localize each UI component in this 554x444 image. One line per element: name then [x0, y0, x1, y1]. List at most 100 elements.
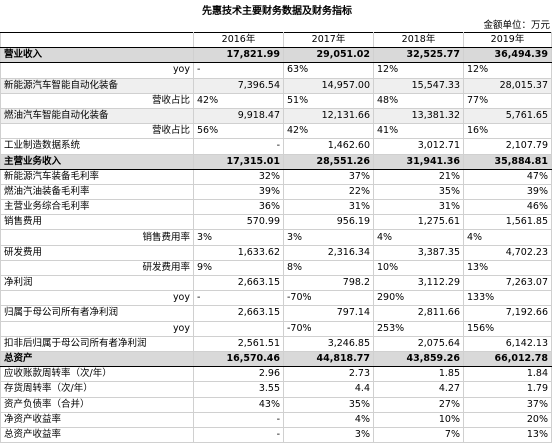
row-label: 主营业务收入 [0, 153, 194, 170]
row-label: 销售费用率 [0, 229, 194, 246]
cell: 29,051.02 [283, 47, 374, 64]
cell: 3,387.35 [373, 244, 464, 261]
cell: 2.96 [193, 366, 284, 383]
cell: 10% [373, 259, 464, 277]
cell: - [193, 62, 284, 79]
row-label: 总资产 [0, 350, 194, 368]
cell: 2,107.79 [463, 138, 552, 155]
table-row: 总资产 16,570.46 44,818.77 43,859.26 66,012.78 [0, 350, 552, 368]
cell: 31,941.36 [373, 153, 464, 170]
cell: 6,142.13 [463, 335, 552, 352]
unit: 金额单位：万元 [483, 20, 550, 31]
cell: 51% [283, 92, 374, 109]
table-row: 工业制造数据系统 -1,462.60 3,012.71 2,107.79 [0, 138, 552, 155]
table-row: 营收占比 42% 51% 48% 77% [0, 92, 552, 109]
cell: 798.2 [283, 274, 374, 292]
row-label: 营收占比 [0, 123, 194, 140]
cell: 7% [373, 426, 464, 444]
cell: 3.55 [193, 381, 284, 398]
cell: 43% [193, 396, 284, 413]
cell: 37% [463, 396, 552, 413]
row-label: 营业收入 [0, 47, 194, 64]
cell: 12% [373, 62, 464, 79]
table-row: 新能源汽车智能自动化装备 7,396.54 14,957.00 15,547.33 28… [0, 77, 552, 94]
table-row: yoy - -70% 290% 133% [0, 290, 552, 307]
cell: 1,633.62 [193, 244, 284, 261]
table-row: 资产负债率（合并） 43% 35% 27% 37% [0, 396, 552, 413]
row-label: 新能源汽车装备毛利率 [0, 168, 194, 185]
cell: 797.14 [283, 305, 374, 322]
table-row: 营业收入 17,821.99 29,051.02 32,525.77 36,494.39 [0, 47, 552, 64]
cell: 1,561.85 [463, 214, 552, 231]
cell: 3,246.85 [283, 335, 374, 352]
cell: 1,462.60 [283, 138, 374, 155]
row-label: 归属于母公司所有者净利润 [0, 305, 194, 322]
row-label: 存货周转率（次/年） [0, 381, 194, 398]
cell: 15,547.33 [373, 77, 464, 94]
table-row: 应收账款周转率（次/年） 2.96 2.73 1.85 1.84 [0, 366, 552, 383]
cell: 9,918.47 [193, 107, 284, 125]
row-label: 总资产收益率 [0, 426, 194, 444]
cell: 1.79 [463, 381, 552, 398]
cell: 16,570.46 [193, 350, 284, 368]
row-label: 主营业务综合毛利率 [0, 199, 194, 216]
row-label: 资产负债率（合并） [0, 396, 194, 413]
cell: 13,381.32 [373, 107, 464, 125]
table-row: 存货周转率（次/年） 3.55 4.4 4.27 1.79 [0, 381, 552, 398]
cell: 32% [193, 168, 284, 185]
table-row: yoy -70% 253% 156% [0, 320, 552, 337]
financial-table: 2016年 2017年 2018年 2019年 营业收入 17,821.99 29,051… [0, 31, 552, 444]
cell: 32,525.77 [373, 47, 464, 64]
table-row: 新能源汽车装备毛利率 32% 37% 21% 47% [0, 168, 552, 185]
cell [193, 320, 284, 337]
cell: 3% [283, 229, 374, 246]
cell: 12% [463, 62, 552, 79]
cell: 14,957.00 [283, 77, 374, 94]
row-label: 燃油汽车智能自动化装备 [0, 107, 194, 125]
cell: 39% [463, 183, 552, 201]
cell: 2,663.15 [193, 305, 284, 322]
table-row: 营收占比 56% 42% 41% 16% [0, 123, 552, 140]
table-row: 扣非后归属于母公司所有者净利润 2,561.51 3,246.85 2,075.64 6… [0, 335, 552, 352]
cell: 8% [283, 259, 374, 277]
row-label: 研发费用率 [0, 259, 194, 277]
cell: 1.85 [373, 366, 464, 383]
cell: 4% [463, 229, 552, 246]
cell: 1.84 [463, 366, 552, 383]
cell: 21% [373, 168, 464, 185]
cell: 2.73 [283, 366, 374, 383]
cell: 4% [373, 229, 464, 246]
column-header: 2019年 [463, 31, 552, 49]
cell: 48% [373, 92, 464, 109]
cell: 10% [373, 411, 464, 428]
cell: -70% [283, 320, 374, 337]
cell: 956.19 [283, 214, 374, 231]
table-row: 销售费用 570.99 956.19 1,275.61 1,561.85 [0, 214, 552, 231]
cell: 36% [193, 199, 284, 216]
table-row: 净利润 2,663.15 798.2 3,112.29 7,263.07 [0, 274, 552, 292]
table-row: 主营业务综合毛利率 36% 31% 31% 46% [0, 199, 552, 216]
header-row: 2016年 2017年 2018年 2019年 [0, 31, 552, 49]
cell: 4.4 [283, 381, 374, 398]
cell: 1,275.61 [373, 214, 464, 231]
row-label: yoy [0, 290, 194, 307]
table-row: yoy -63% 12% 12% [0, 62, 552, 79]
cell: 46% [463, 199, 552, 216]
column-header: 2018年 [373, 31, 464, 49]
cell: 2,663.15 [193, 274, 284, 292]
row-label: 应收账款周转率（次/年） [0, 366, 194, 383]
row-label: yoy [0, 320, 194, 337]
cell: 4% [283, 411, 374, 428]
table-row: 研发费用 1,633.62 2,316.34 3,387.35 4,702.23 [0, 244, 552, 261]
cell: 41% [373, 123, 464, 140]
cell: 35% [283, 396, 374, 413]
cell: 16% [463, 123, 552, 140]
cell: 3,012.71 [373, 138, 464, 155]
cell: 2,075.64 [373, 335, 464, 352]
cell: -70% [283, 290, 374, 307]
cell: 47% [463, 168, 552, 185]
cell: 43,859.26 [373, 350, 464, 368]
cell: 3,112.29 [373, 274, 464, 292]
cell: 5,761.65 [463, 107, 552, 125]
